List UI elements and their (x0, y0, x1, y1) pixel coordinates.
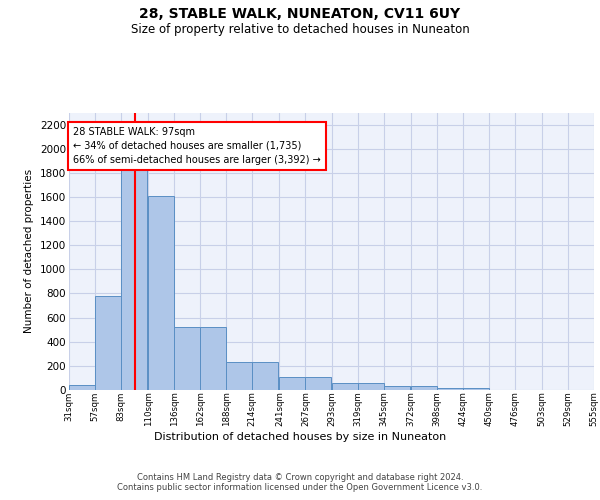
Text: Contains HM Land Registry data © Crown copyright and database right 2024.
Contai: Contains HM Land Registry data © Crown c… (118, 472, 482, 492)
Bar (200, 328, 226, 390)
Bar (69, 384, 95, 390)
Bar (410, 386, 437, 390)
Text: Distribution of detached houses by size in Nuneaton: Distribution of detached houses by size … (154, 432, 446, 442)
Y-axis label: Number of detached properties: Number of detached properties (25, 169, 34, 334)
Bar (463, 388, 489, 390)
Bar (174, 328, 200, 390)
Bar (305, 378, 331, 390)
Bar (358, 384, 383, 390)
Bar (331, 384, 358, 390)
Bar (226, 362, 253, 390)
Bar (121, 169, 147, 390)
Bar (437, 388, 463, 390)
Text: 28 STABLE WALK: 97sqm
← 34% of detached houses are smaller (1,735)
66% of semi-d: 28 STABLE WALK: 97sqm ← 34% of detached … (73, 127, 321, 165)
Text: Size of property relative to detached houses in Nuneaton: Size of property relative to detached ho… (131, 22, 469, 36)
Bar (280, 378, 305, 390)
Bar (253, 362, 278, 390)
Bar (383, 386, 410, 390)
Bar (95, 296, 121, 390)
Text: 28, STABLE WALK, NUNEATON, CV11 6UY: 28, STABLE WALK, NUNEATON, CV11 6UY (139, 8, 461, 22)
Bar (148, 196, 174, 390)
